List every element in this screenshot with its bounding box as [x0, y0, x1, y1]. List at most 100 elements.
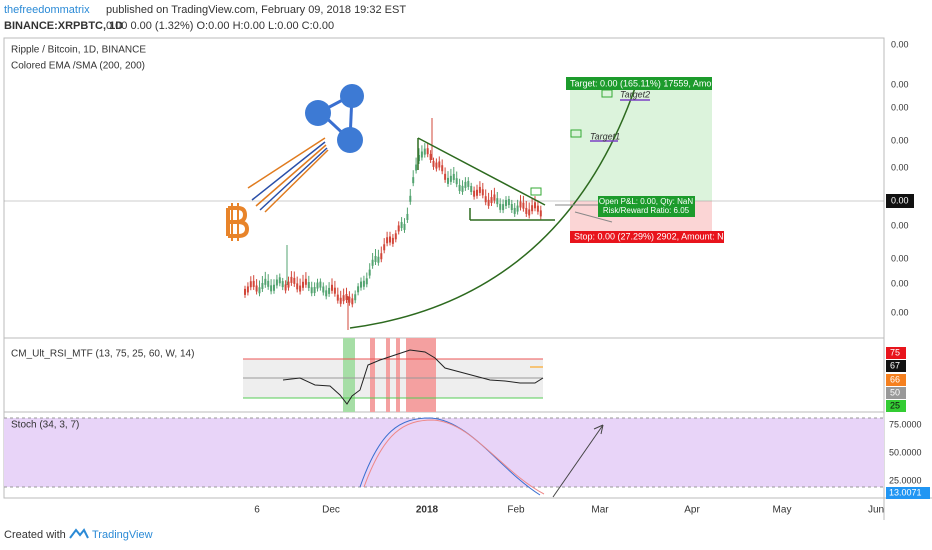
candle-body — [319, 281, 322, 288]
candle-body — [299, 285, 302, 292]
candle-body — [313, 287, 316, 294]
rsi-overbought — [396, 338, 400, 412]
candle-body — [525, 207, 528, 214]
price-label: 0.00 — [891, 162, 909, 172]
rsi-label: 25 — [890, 400, 900, 410]
triangle — [417, 137, 555, 221]
bitcoin-logo — [226, 203, 250, 241]
candle-body — [536, 205, 539, 212]
candle-body — [452, 173, 455, 180]
candle-body — [261, 282, 264, 289]
author[interactable]: thefreedommatrix — [4, 4, 90, 16]
candle-body — [478, 186, 481, 193]
rsi-label: 75 — [890, 347, 900, 357]
candle-body — [273, 284, 275, 291]
candle-body — [420, 151, 423, 158]
time-label: Jun — [868, 505, 884, 516]
rsi-overbought — [406, 338, 436, 412]
time-label: May — [773, 505, 792, 516]
candle-body — [415, 164, 418, 171]
candle-body — [275, 279, 278, 286]
candle-body — [377, 256, 380, 263]
rsi-label: 66 — [890, 374, 900, 384]
candle-body — [278, 277, 281, 284]
candle-body — [507, 199, 510, 206]
candle-body — [287, 281, 290, 288]
candle-body — [371, 259, 374, 266]
candle-body — [481, 189, 484, 196]
candle-body — [510, 204, 513, 211]
candle-body — [307, 282, 310, 289]
candle-body — [348, 296, 351, 303]
candle-body — [455, 178, 458, 185]
candle-body — [467, 180, 470, 187]
candle-body — [403, 223, 406, 230]
candle-body — [351, 298, 354, 305]
candle-body — [484, 196, 487, 203]
candle-body — [426, 148, 429, 155]
time-label: Apr — [684, 505, 700, 516]
candle-body — [531, 205, 534, 212]
candle-body — [270, 285, 273, 292]
candle-body — [362, 280, 365, 287]
candle-body — [302, 281, 304, 288]
rsi-line — [282, 349, 544, 405]
candle-body — [534, 202, 536, 209]
target-box — [566, 77, 712, 90]
candle-body — [464, 181, 467, 188]
rr-label: Risk/Reward Ratio: 6.05 — [603, 206, 690, 215]
rsi-oversold — [343, 338, 355, 412]
candle-body — [438, 161, 441, 168]
candle-body — [331, 284, 333, 291]
footer: Created with TradingView — [4, 528, 153, 541]
target1-label: Target1 — [590, 131, 620, 141]
candle-body — [293, 277, 296, 284]
time-label: Mar — [591, 505, 609, 516]
candle-body — [360, 281, 362, 288]
candle-body — [386, 237, 389, 244]
rsi-label: 50 — [890, 387, 900, 397]
candle-body — [246, 286, 249, 293]
candle-body — [432, 160, 435, 167]
candle-body — [476, 189, 478, 196]
published: published on TradingView.com, February 0… — [106, 4, 406, 16]
price-label: 0.00 — [891, 135, 909, 145]
quote: 0.00 0.00 (1.32%) O:0.00 H:0.00 L:0.00 C… — [106, 20, 334, 32]
price-label: 0.00 — [891, 220, 909, 230]
price-label: 0.00 — [891, 195, 909, 205]
candle-body — [264, 278, 267, 285]
candle-body — [449, 175, 452, 182]
candle-body — [357, 286, 360, 293]
pointer-lines — [247, 137, 329, 213]
pnl-box — [598, 196, 695, 217]
rsi-title: CM_Ult_RSI_MTF (13, 75, 25, 60, W, 14) — [11, 349, 194, 360]
candle-body — [473, 190, 476, 197]
time-label: 6 — [254, 505, 260, 516]
footer-brand[interactable]: TradingView — [92, 529, 153, 541]
price-label: 0.00 — [891, 278, 909, 288]
candle-body — [374, 255, 377, 262]
candle-body — [328, 287, 331, 294]
rsi-overbought — [370, 338, 375, 412]
target2-label: Target2 — [620, 89, 650, 99]
stoch-current-box — [886, 487, 930, 499]
flag — [570, 129, 582, 138]
candle-body — [406, 213, 409, 220]
candle-body — [290, 276, 293, 283]
time-label: 2018 — [416, 505, 439, 516]
candle-body — [316, 282, 319, 289]
pnl-label: Open P&L: 0.00, Qty: NaN — [599, 197, 693, 206]
candle-body — [394, 233, 397, 240]
candle-body — [244, 288, 246, 295]
stoch-k — [359, 417, 541, 496]
candle-body — [409, 195, 412, 202]
stoch-d — [363, 419, 545, 495]
candle-body — [412, 177, 415, 184]
candle-body — [499, 203, 502, 210]
candle-body — [310, 287, 313, 294]
footer-created: Created with — [4, 529, 66, 541]
candle-body — [418, 154, 420, 161]
candle-body — [336, 294, 339, 301]
arrow — [552, 424, 604, 498]
